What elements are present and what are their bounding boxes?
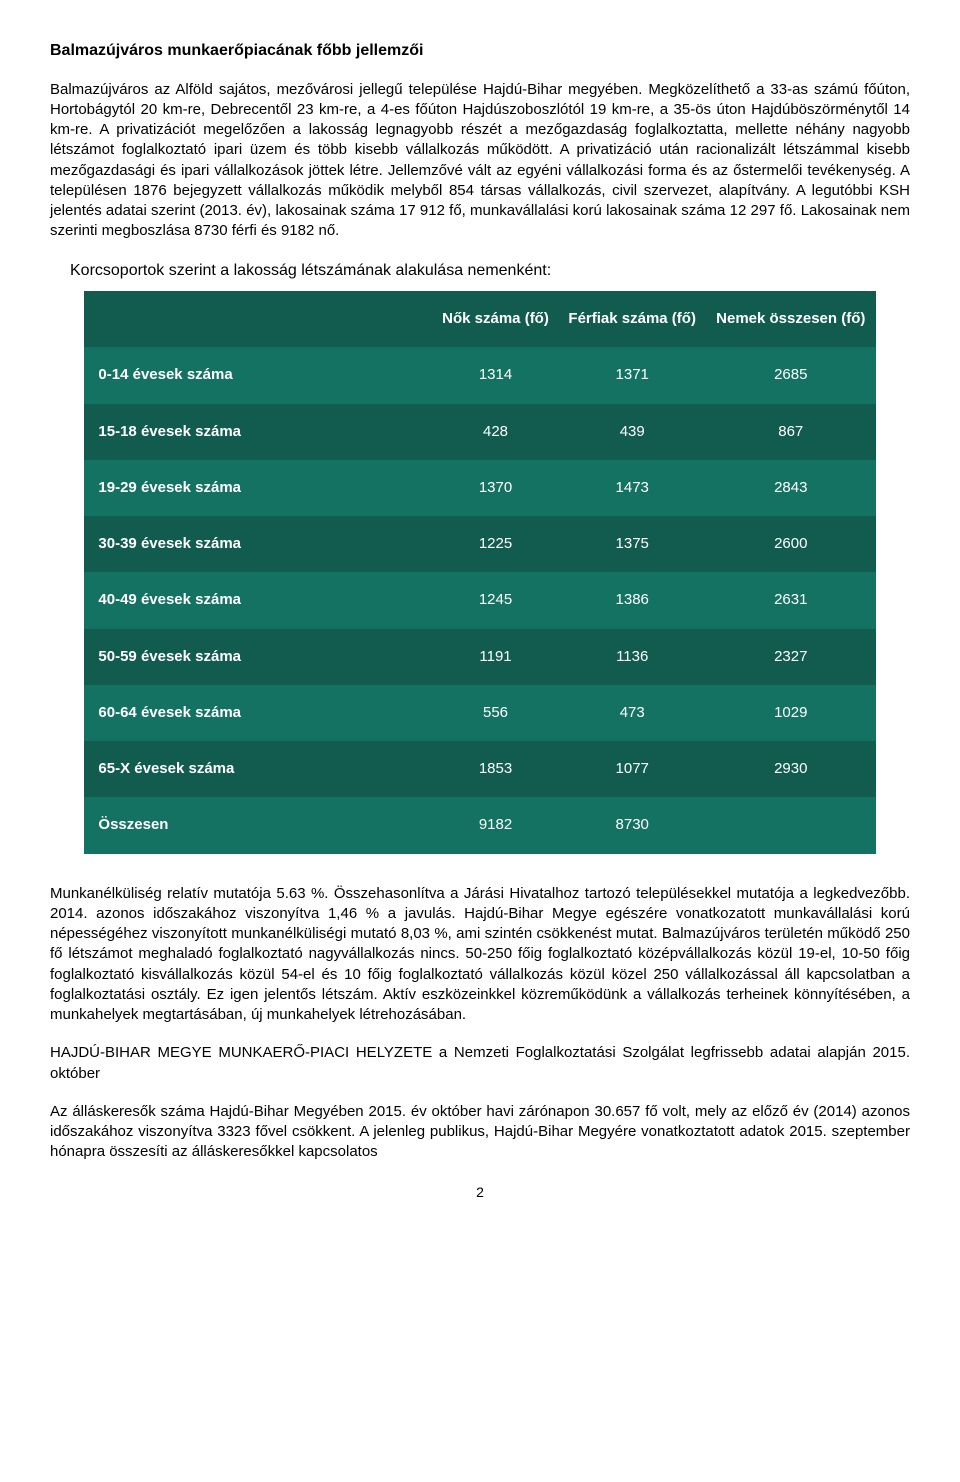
footer-total (706, 797, 876, 853)
table-row: 15-18 évesek száma428439867 (84, 404, 875, 460)
col-label (84, 291, 432, 347)
col-women: Nők száma (fő) (433, 291, 559, 347)
table-cell: 2327 (706, 629, 876, 685)
table-row: 19-29 évesek száma137014732843 (84, 460, 875, 516)
table-cell: 2843 (706, 460, 876, 516)
table-row: 60-64 évesek száma5564731029 (84, 685, 875, 741)
col-total: Nemek összesen (fő) (706, 291, 876, 347)
table-cell: 30-39 évesek száma (84, 516, 432, 572)
table-footer-row: Összesen 9182 8730 (84, 797, 875, 853)
table-subheading: Korcsoportok szerint a lakosság létszámá… (70, 260, 910, 282)
table-row: 30-39 évesek száma122513752600 (84, 516, 875, 572)
table-cell: 1375 (559, 516, 706, 572)
table-cell: 1314 (433, 347, 559, 403)
col-men: Férfiak száma (fő) (559, 291, 706, 347)
region-heading-paragraph: HAJDÚ-BIHAR MEGYE MUNKAERŐ-PIACI HELYZET… (50, 1043, 910, 1084)
footer-women: 9182 (433, 797, 559, 853)
table-cell: 2685 (706, 347, 876, 403)
table-cell: 15-18 évesek száma (84, 404, 432, 460)
table-cell: 1077 (559, 741, 706, 797)
table-cell: 60-64 évesek száma (84, 685, 432, 741)
table-cell: 65-X évesek száma (84, 741, 432, 797)
table-cell: 428 (433, 404, 559, 460)
jobseekers-paragraph: Az álláskeresők száma Hajdú-Bihar Megyéb… (50, 1102, 910, 1163)
unemployment-paragraph: Munkanélküliség relatív mutatója 5.63 %.… (50, 884, 910, 1026)
table-cell: 1136 (559, 629, 706, 685)
table-cell: 50-59 évesek száma (84, 629, 432, 685)
table-cell: 0-14 évesek száma (84, 347, 432, 403)
table-row: 40-49 évesek száma124513862631 (84, 572, 875, 628)
table-cell: 1225 (433, 516, 559, 572)
table-cell: 439 (559, 404, 706, 460)
age-group-table: Nők száma (fő) Férfiak száma (fő) Nemek … (84, 291, 875, 854)
table-row: 65-X évesek száma185310772930 (84, 741, 875, 797)
page-number: 2 (50, 1183, 910, 1202)
page-title: Balmazújváros munkaerőpiacának főbb jell… (50, 40, 910, 62)
table-cell: 1371 (559, 347, 706, 403)
table-cell: 19-29 évesek száma (84, 460, 432, 516)
footer-label: Összesen (84, 797, 432, 853)
table-row: 50-59 évesek száma119111362327 (84, 629, 875, 685)
table-cell: 2631 (706, 572, 876, 628)
table-header-row: Nők száma (fő) Férfiak száma (fő) Nemek … (84, 291, 875, 347)
table-cell: 556 (433, 685, 559, 741)
table-cell: 2600 (706, 516, 876, 572)
table-cell: 1245 (433, 572, 559, 628)
table-cell: 40-49 évesek száma (84, 572, 432, 628)
table-cell: 1029 (706, 685, 876, 741)
table-cell: 473 (559, 685, 706, 741)
table-cell: 1853 (433, 741, 559, 797)
table-cell: 1386 (559, 572, 706, 628)
table-row: 0-14 évesek száma131413712685 (84, 347, 875, 403)
footer-men: 8730 (559, 797, 706, 853)
table-cell: 867 (706, 404, 876, 460)
intro-paragraph: Balmazújváros az Alföld sajátos, mezővár… (50, 80, 910, 242)
table-cell: 2930 (706, 741, 876, 797)
table-cell: 1370 (433, 460, 559, 516)
table-cell: 1473 (559, 460, 706, 516)
table-cell: 1191 (433, 629, 559, 685)
